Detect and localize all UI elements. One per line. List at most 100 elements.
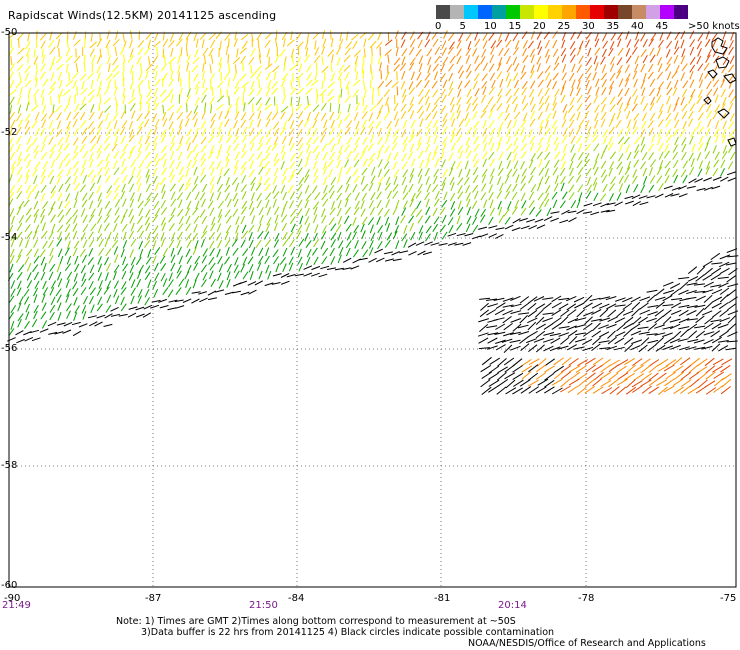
wind-vector	[538, 102, 545, 111]
wind-vector	[130, 159, 137, 168]
wind-vector	[56, 322, 66, 326]
wind-vector	[247, 256, 254, 265]
wind-vector	[311, 272, 320, 277]
wind-vector	[714, 94, 719, 104]
wind-vector	[16, 64, 24, 72]
wind-vector	[494, 331, 506, 335]
wind-vector	[47, 169, 54, 178]
wind-vector	[643, 176, 648, 185]
wind-vector	[160, 199, 166, 209]
wind-vector	[560, 176, 566, 185]
wind-vector	[559, 316, 569, 325]
wind-vector	[625, 55, 632, 64]
wind-vector	[714, 104, 721, 113]
wind-vector	[360, 175, 365, 185]
wind-vector	[535, 303, 546, 311]
wind-vector	[678, 185, 687, 190]
wind-vector	[671, 302, 682, 309]
wind-vector	[417, 250, 426, 256]
wind-vector	[235, 224, 240, 234]
wind-vector	[55, 151, 62, 161]
wind-vector	[345, 41, 353, 49]
wind-vector	[422, 251, 432, 256]
wind-vector	[424, 192, 430, 201]
wind-vector	[463, 177, 470, 186]
wind-vector	[17, 318, 22, 328]
wind-vector	[148, 56, 151, 66]
wind-vector	[82, 192, 88, 201]
wind-vector	[72, 330, 82, 337]
wind-vector	[689, 135, 694, 145]
wind-vector	[361, 119, 367, 129]
wind-vector	[670, 288, 680, 296]
wind-vector	[339, 32, 343, 42]
wind-vector	[282, 167, 288, 177]
wind-vector	[681, 88, 688, 98]
wind-vector	[26, 159, 32, 169]
wind-vector	[322, 176, 328, 186]
wind-vector	[592, 337, 601, 346]
wind-vector	[16, 222, 23, 231]
wind-vector	[178, 255, 183, 265]
wind-vector	[391, 81, 399, 88]
wind-vector	[264, 32, 273, 40]
wind-vector	[681, 48, 686, 58]
wind-vector	[82, 174, 87, 184]
wind-vector	[106, 185, 113, 194]
wind-vector	[81, 254, 87, 264]
wind-vector	[336, 111, 342, 121]
wind-vector	[689, 357, 700, 367]
wind-vector	[704, 380, 716, 388]
wind-vector	[72, 176, 78, 185]
wind-vector	[657, 365, 669, 372]
wind-vector	[489, 357, 501, 365]
wind-vector	[729, 95, 736, 104]
wind-vector	[383, 208, 390, 217]
wind-vector	[305, 47, 309, 57]
wind-vector	[480, 56, 486, 65]
wind-vector	[16, 166, 23, 175]
wind-vector	[569, 87, 574, 97]
wind-vector	[49, 311, 55, 321]
wind-vector	[363, 38, 367, 48]
wind-vector	[74, 305, 80, 314]
wind-vector	[161, 112, 167, 121]
wind-vector	[710, 252, 721, 261]
wind-vector	[623, 136, 630, 145]
wind-vector	[384, 134, 390, 144]
wind-vector	[504, 191, 511, 200]
wind-vector	[680, 169, 687, 178]
wind-vector	[26, 272, 32, 281]
wind-vector	[295, 103, 303, 112]
wind-vector	[82, 159, 87, 169]
wind-vector	[671, 70, 678, 79]
wind-vector	[352, 89, 359, 98]
wind-vector	[407, 103, 414, 113]
wind-vector	[503, 208, 510, 217]
wind-vector	[304, 158, 309, 168]
wind-vector	[450, 112, 455, 121]
wind-vector	[128, 208, 134, 218]
wind-vector	[514, 79, 519, 89]
wind-vector	[56, 238, 62, 247]
wind-vector	[225, 215, 232, 224]
wind-vector	[211, 216, 216, 226]
wind-vector	[498, 136, 503, 145]
wind-vector	[281, 214, 288, 223]
wind-vector	[217, 208, 223, 218]
wind-vector	[617, 359, 629, 367]
wind-vector	[10, 232, 17, 241]
wind-vector	[584, 378, 596, 387]
wind-vector	[409, 174, 414, 183]
wind-vector	[664, 167, 671, 177]
wind-vector	[130, 287, 136, 296]
wind-vector	[331, 54, 334, 64]
wind-vector	[510, 345, 521, 351]
wind-vector	[312, 214, 318, 224]
wind-vector	[655, 301, 666, 309]
wind-vector	[41, 320, 48, 329]
wind-vector	[610, 176, 617, 185]
wind-vector	[646, 294, 656, 303]
wind-vector	[648, 127, 654, 136]
wind-vector	[282, 72, 289, 81]
